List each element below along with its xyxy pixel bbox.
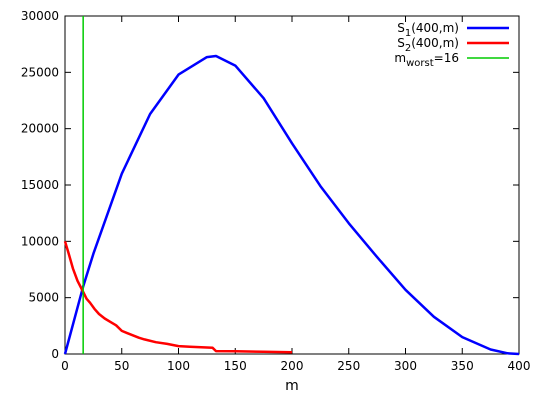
x-tick-label: 200 [281,359,304,373]
x-tick-label: 50 [114,359,129,373]
legend-label-base: m [394,51,406,65]
y-tick-label: 10000 [21,234,59,248]
series-line-s1-400-m- [63,54,520,356]
x-tick-label: 350 [451,359,474,373]
legend-label-s2-400-m-: S2(400,m) [397,36,459,54]
legend-label-base: S [397,36,405,50]
x-tick-label: 250 [337,359,360,373]
x-tick-label: 0 [61,359,69,373]
x-tick-label: 150 [224,359,247,373]
x-tick-label: 100 [167,359,190,373]
legend-label-sub: 1 [405,28,411,39]
y-tick-label: 0 [51,347,59,361]
plot-frame [64,15,520,355]
x-tick-label: 400 [508,359,531,373]
y-tick-label: 15000 [21,178,59,192]
legend-label-rest: (400,m) [411,36,459,50]
legend-label-sub: 2 [405,43,411,54]
legend-label-base: S [397,21,405,35]
legend-label-mworst-16: mworst=16 [394,51,459,69]
x-axis-label: m [285,378,299,394]
series-line-s2-400-m- [63,240,293,354]
axis-ticks: 0 50 100 150 200 250 300 350 400 0 5000 10000 15000 2… [21,9,531,373]
x-tick-label: 300 [394,359,417,373]
legend-label-rest: =16 [434,51,459,65]
legend-label-rest: (400,m) [411,21,459,35]
y-tick-label: 5000 [28,291,59,305]
y-tick-label: 25000 [21,65,59,79]
series-layer [63,16,520,356]
legend: S1(400,m)S2(400,m)mworst=16 [394,21,509,69]
y-tick-label: 20000 [21,122,59,136]
legend-label-s1-400-m-: S1(400,m) [397,21,459,39]
y-tick-label: 30000 [21,9,59,23]
legend-label-sub: worst [406,58,434,69]
